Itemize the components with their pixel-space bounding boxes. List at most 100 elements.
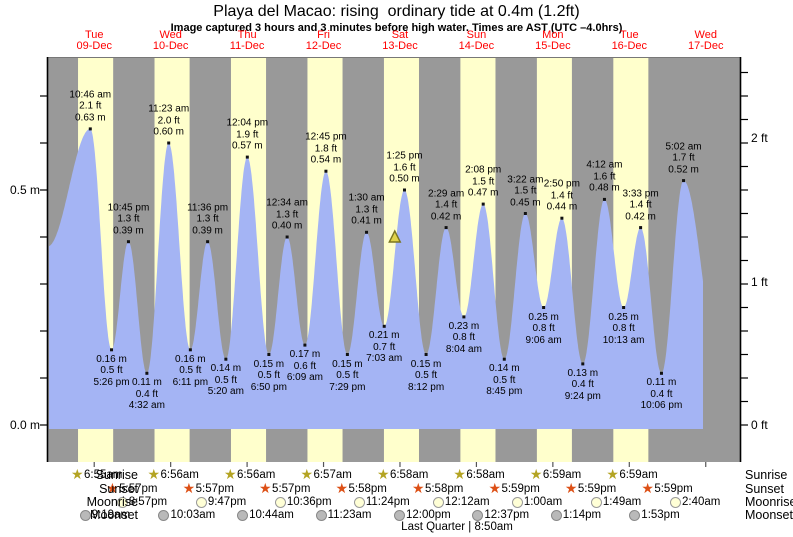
high-tide-label: 3:22 am 1.5 ft 0.45 m	[483, 174, 567, 209]
tide-label-line: 0.8 ft	[532, 323, 555, 334]
day-header-dow: Tue	[620, 29, 639, 41]
right-axis-label: 1 ft	[751, 274, 768, 289]
tide-extreme-dot	[267, 353, 271, 356]
tide-extreme-dot	[303, 343, 307, 347]
sunset-star-icon: ★	[335, 480, 349, 496]
sunset-row-label-right: Sunset	[745, 482, 784, 496]
tide-curve-area	[49, 128, 703, 429]
sunrise-row-label-left: Sunrise	[95, 468, 138, 482]
moonset-time: 10:44am	[249, 509, 294, 521]
tide-extreme-dot	[324, 169, 328, 173]
high-tide-label: 10:46 am 2.1 ft 0.63 m	[48, 89, 132, 124]
tide-label-line: 6:09 am	[286, 372, 323, 384]
moonrise-row-label-left: Moonrise	[86, 495, 138, 509]
tide-label-line: 1.6 ft	[593, 171, 616, 183]
tide-label-line: 12:04 pm	[226, 117, 269, 129]
tide-extreme-dot	[682, 179, 686, 183]
tide-label-line: 2:08 pm	[465, 164, 502, 176]
tide-label-line: 0.11 m	[646, 377, 677, 389]
low-tide-label: 0.13 m 0.4 ft 9:24 pm	[541, 368, 625, 403]
sunset-star-icon: ★	[259, 480, 272, 496]
tide-label-line: 4:32 am	[128, 400, 165, 412]
tide-label-line: 11:36 pm	[187, 202, 229, 214]
tide-label-line: 0.40 m	[271, 220, 303, 232]
tide-label-line: 0.16 m	[175, 353, 206, 365]
tide-label-line: 2:29 am	[428, 188, 465, 200]
tide-label-line: 3:22 am	[507, 174, 544, 185]
tide-label-line: 0.5 ft	[179, 365, 202, 377]
tide-extreme-dot	[424, 353, 428, 356]
tide-label-line: 5:20 am	[207, 386, 244, 398]
moonset-moon-icon	[158, 510, 170, 521]
moonrise-moon-icon	[511, 497, 523, 508]
tide-label-line: 0.4 ft	[650, 388, 673, 400]
moonset-time: 9:19am	[91, 509, 131, 521]
tide-label-line: 0.5 ft	[414, 370, 438, 381]
tide-label-line: 0.14 m	[488, 363, 520, 375]
day-header-date: 12-Dec	[305, 40, 342, 52]
moonrise-row-label-right: Moonrise	[745, 495, 793, 509]
tide-extreme-dot	[560, 216, 564, 220]
tide-extreme-dot	[382, 324, 386, 328]
moonset-row-label-left: Moonset	[90, 508, 138, 522]
day-header: Fri 12-Dec	[286, 30, 362, 52]
tide-label-line: 0.52 m	[668, 164, 699, 176]
sunset-star-icon: ★	[106, 480, 119, 496]
tide-label-line: 0.42 m	[625, 211, 656, 223]
tide-extreme-dot	[481, 202, 485, 206]
moonset-time: 1:53pm	[641, 509, 680, 521]
low-tide-label: 0.25 m 0.8 ft 10:13 am	[582, 312, 666, 347]
day-header-dow: Tue	[84, 29, 104, 41]
tide-label-line: 12:34 am	[266, 197, 308, 209]
tide-label-line: 0.47 m	[467, 187, 499, 199]
tide-label-line: 1:25 pm	[386, 150, 423, 162]
tide-extreme-dot	[444, 226, 448, 230]
moonset-moon-icon	[550, 510, 562, 521]
tide-label-line: 8:12 pm	[408, 381, 445, 393]
tide-extreme-dot	[110, 348, 114, 352]
moonset-moon-icon	[472, 510, 484, 521]
tide-label-line: 0.15 m	[253, 358, 285, 370]
tide-label-line: 0.5 ft	[257, 370, 280, 381]
sunrise-time: 6:56am	[160, 469, 199, 481]
tide-label-line: 1.3 ft	[117, 213, 140, 225]
sunset-star-icon: ★	[564, 480, 578, 496]
low-tide-label: 0.15 m 0.5 ft 8:12 pm	[384, 359, 468, 394]
sunset-time: 5:57pm	[195, 483, 234, 495]
moonset-moon-icon	[237, 510, 249, 521]
low-tide-label: 0.11 m 0.4 ft 4:32 am	[105, 377, 189, 412]
high-tide-label: 2:08 pm 1.5 ft 0.47 m	[441, 165, 525, 200]
sunset-time: 5:58pm	[348, 483, 387, 495]
high-tide-label: 1:30 am 1.3 ft 0.41 m	[325, 193, 409, 228]
day-header-date: 11-Dec	[229, 40, 265, 52]
moonset-moon-icon	[79, 510, 91, 521]
tide-label-line: 0.15 m	[332, 358, 363, 370]
moonrise-time: 8:57pm	[128, 496, 168, 508]
page-title: Playa del Macao: rising ordinary tide at…	[213, 3, 580, 20]
day-header: Thu 11-Dec	[209, 30, 285, 52]
tide-label-line: 0.42 m	[430, 211, 462, 223]
tide-label-line: 11:23 am	[148, 103, 190, 115]
moonrise-moon-icon	[195, 497, 207, 508]
tide-label-line: 0.57 m	[232, 140, 263, 152]
tide-label-line: 8:04 am	[445, 343, 482, 355]
high-tide-label: 1:25 pm 1.6 ft 0.50 m	[362, 151, 446, 186]
tide-extreme-dot	[502, 357, 506, 361]
moonrise-time: 11:24pm	[365, 496, 410, 508]
tide-label-line: 0.44 m	[546, 201, 578, 213]
moonset-moon-icon	[393, 510, 405, 521]
tide-label-line: 0.4 ft	[571, 379, 594, 391]
day-header-date: 10-Dec	[152, 40, 189, 52]
sunrise-row-label-right: Sunrise	[745, 468, 788, 482]
tide-label-line: 0.13 m	[567, 367, 599, 379]
tide-label-line: 3:33 pm	[622, 188, 659, 200]
moon-phase-note: Last Quarter | 8:50am	[401, 521, 513, 533]
sunrise-star-icon: ★	[606, 466, 619, 482]
day-header-dow: Sun	[466, 29, 487, 41]
low-tide-label: 0.23 m 0.8 ft 8:04 am	[422, 321, 506, 356]
tide-label-line: 0.23 m	[448, 320, 480, 332]
tide-label-line: 8:45 pm	[486, 386, 523, 398]
day-header-dow: Fri	[317, 29, 330, 41]
tide-label-line: 12:45 pm	[305, 131, 347, 143]
tide-label-line: 0.5 ft	[493, 374, 516, 386]
